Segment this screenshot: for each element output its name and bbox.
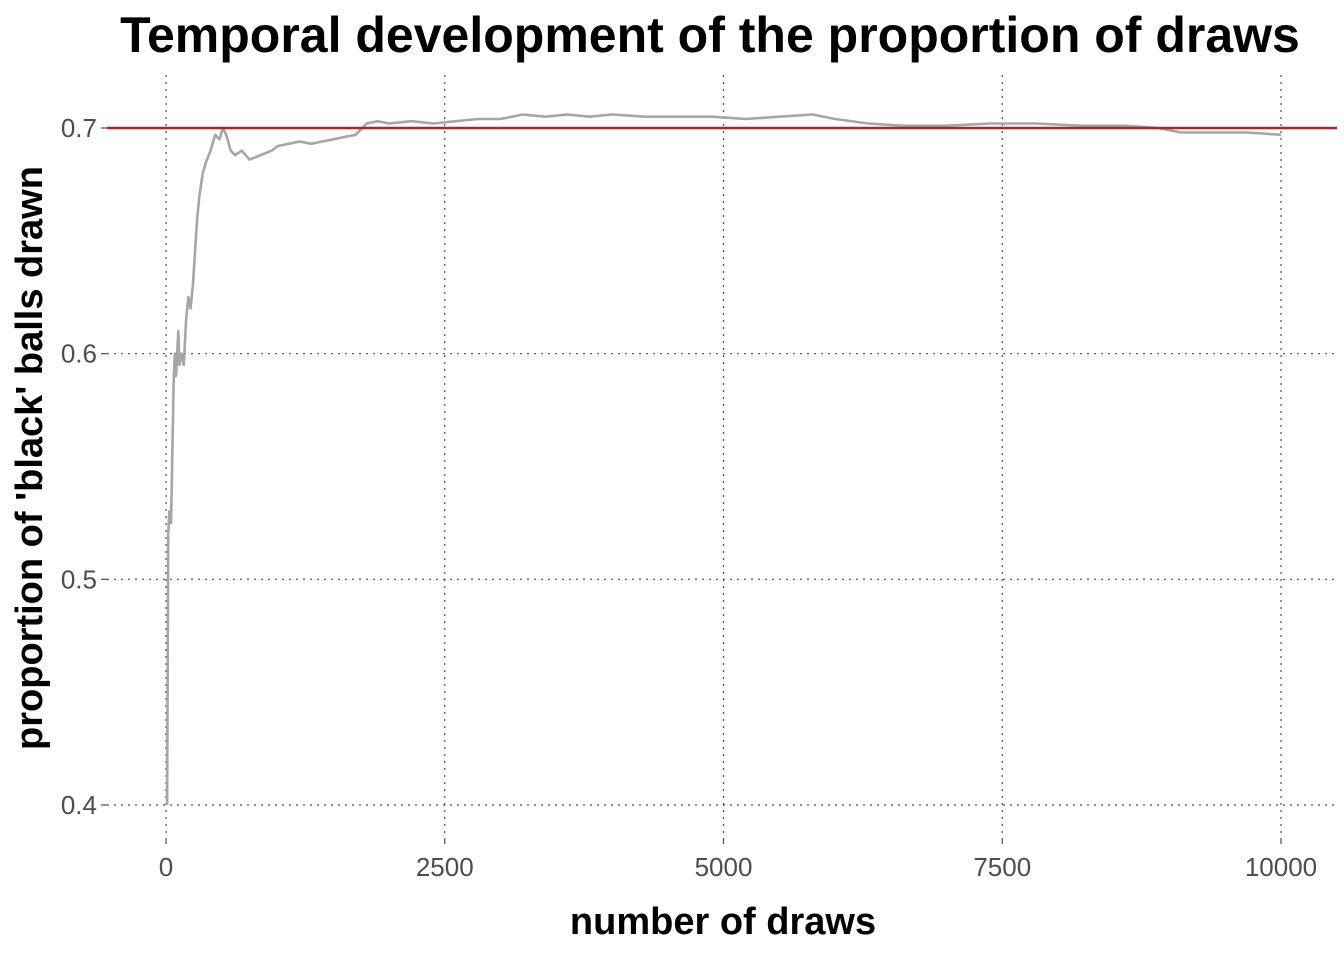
- x-tick-label: 2500: [416, 852, 474, 882]
- y-tick-label: 0.6: [61, 339, 97, 369]
- y-tick-label: 0.7: [61, 113, 97, 143]
- axis-ticks: 0 2500 5000 7500 10000 0.4 0.5 0.6 0.7: [61, 113, 1317, 882]
- x-tick-label: 0: [159, 852, 173, 882]
- chart-title: Temporal development of the proportion o…: [120, 7, 1300, 63]
- series-line: [165, 113, 1282, 806]
- grid-lines: [107, 75, 1337, 838]
- y-axis-title: proportion of 'black' balls drawn: [9, 166, 51, 750]
- x-tick-label: 10000: [1245, 852, 1317, 882]
- x-tick-label: 7500: [973, 852, 1031, 882]
- x-tick-label: 5000: [695, 852, 753, 882]
- y-tick-label: 0.4: [61, 790, 97, 820]
- y-tick-label: 0.5: [61, 564, 97, 594]
- data-series: [165, 113, 1282, 806]
- x-axis-title: number of draws: [570, 901, 876, 943]
